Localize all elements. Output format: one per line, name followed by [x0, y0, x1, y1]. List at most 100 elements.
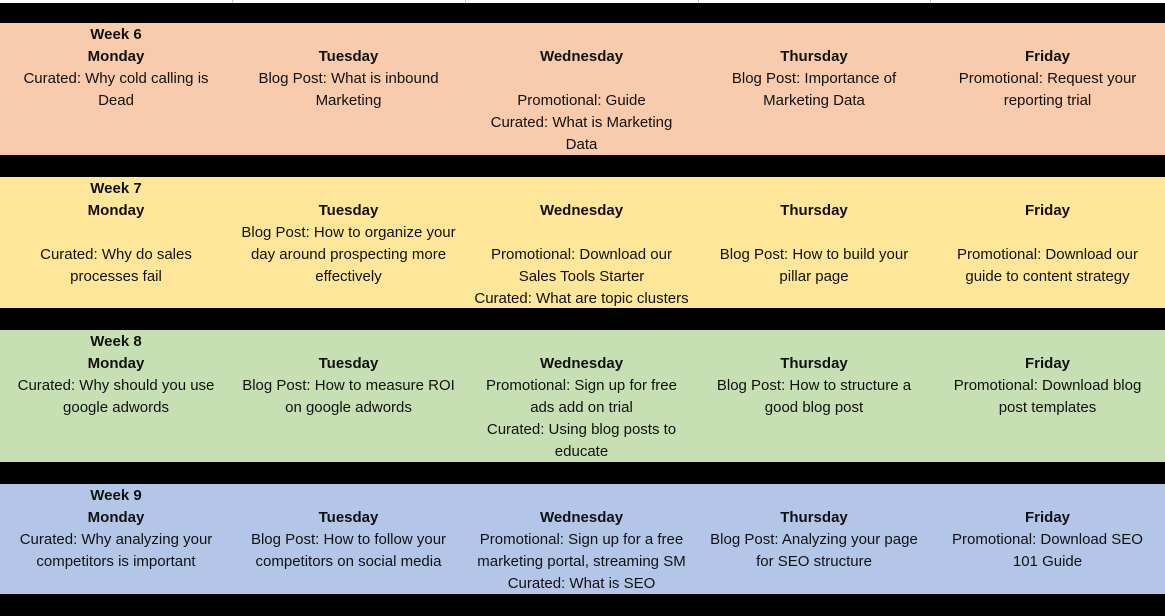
spacer: [465, 68, 698, 90]
day-header: Thursday: [780, 509, 848, 526]
week-label: [698, 24, 930, 46]
day-cell-monday[interactable]: Week 6 Monday Curated: Why cold calling is…: [0, 24, 232, 112]
day-cell-tuesday[interactable]: Tuesday Blog Post: What is inbound Marketi…: [232, 24, 465, 112]
week-label: [232, 178, 465, 200]
day-cell-tuesday[interactable]: Tuesday Blog Post: How to measure ROI on g…: [232, 331, 465, 419]
day-header: Wednesday: [539, 202, 624, 219]
day-header: Thursday: [780, 355, 848, 372]
content-line: educate: [554, 443, 609, 460]
day-header: Tuesday: [318, 509, 379, 526]
day-cell-friday[interactable]: Friday Promotional: Download our guide to…: [930, 178, 1165, 288]
content-line: Curated: Why should you use: [17, 377, 215, 394]
day-header: Friday: [1024, 202, 1070, 219]
day-cell-monday[interactable]: Week 9 Monday Curated: Why analyzing your c…: [0, 485, 232, 573]
day-cell-wednesday[interactable]: Wednesday Promotional: Download our Sales…: [465, 178, 698, 310]
content-line: ads add on trial: [530, 399, 633, 416]
content-line: Curated: What are topic clusters: [474, 290, 689, 307]
week-label: [465, 485, 698, 507]
week-label: [465, 178, 698, 200]
day-cell-monday[interactable]: Week 7 Monday Curated: Why do sales proces…: [0, 178, 232, 288]
content-line: on google adwords: [285, 399, 412, 416]
day-header: Friday: [1024, 509, 1070, 526]
spacer: [930, 222, 1165, 244]
week-label: Week 8: [90, 333, 142, 350]
content-line: reporting trial: [1003, 92, 1092, 109]
week-block: Week 7 Monday Curated: Why do sales proces…: [0, 177, 1165, 308]
day-header: Wednesday: [539, 48, 624, 65]
content-line: Blog Post: What is inbound: [258, 70, 439, 87]
content-line: Promotional: Download our: [957, 246, 1138, 263]
day-header: Wednesday: [539, 355, 624, 372]
day-cell-thursday[interactable]: Thursday Blog Post: Analyzing your page fo…: [698, 485, 930, 573]
content-line: Promotional: Sign up for a free: [479, 531, 684, 548]
content-line: pillar page: [779, 268, 849, 285]
content-line: competitors on social media: [255, 553, 442, 570]
content-line: 101 Guide: [1012, 553, 1083, 570]
content-line: Promotional: Guide: [517, 92, 646, 109]
day-header: Monday: [87, 509, 145, 526]
content-line: Data: [565, 136, 598, 153]
day-header: Tuesday: [318, 202, 379, 219]
week-label: [930, 24, 1165, 46]
week-label: [465, 24, 698, 46]
day-header: Monday: [87, 48, 145, 65]
week-label: [698, 485, 930, 507]
content-line: day around prospecting more: [250, 246, 447, 263]
content-line: Promotional: Download our: [491, 246, 672, 263]
day-cell-tuesday[interactable]: Tuesday Blog Post: How to follow your comp…: [232, 485, 465, 573]
content-line: Marketing Data: [763, 92, 865, 109]
content-line: competitors is important: [36, 553, 196, 570]
content-line: marketing portal, streaming SM: [477, 553, 686, 570]
week-block: Week 9 Monday Curated: Why analyzing your c…: [0, 484, 1165, 594]
day-header: Thursday: [780, 202, 848, 219]
content-line: Curated: Using blog posts to: [486, 421, 677, 438]
week-label: [232, 485, 465, 507]
content-line: Promotional: Request your: [958, 70, 1137, 87]
day-header: Monday: [87, 355, 145, 372]
week-label: [232, 24, 465, 46]
day-cell-thursday[interactable]: Thursday Blog Post: How to build your pil…: [698, 178, 930, 288]
day-cell-wednesday[interactable]: Wednesday Promotional: Sign up for free ad…: [465, 331, 698, 463]
content-line: Blog Post: Analyzing your page: [710, 531, 918, 548]
content-line: guide to content strategy: [965, 268, 1130, 285]
day-cell-friday[interactable]: Friday Promotional: Download SEO 101 Guide: [930, 485, 1165, 573]
content-line: Curated: Why analyzing your: [19, 531, 213, 548]
content-line: Promotional: Download blog: [953, 377, 1142, 394]
day-header: Tuesday: [318, 48, 379, 65]
day-cell-wednesday[interactable]: Wednesday Promotional: Sign up for a free…: [465, 485, 698, 595]
content-line: Blog Post: How to measure ROI: [242, 377, 455, 394]
week-label: [698, 178, 930, 200]
week-label: [930, 178, 1165, 200]
content-line: Curated: Why cold calling is: [23, 70, 209, 87]
content-line: Blog Post: How to organize your: [241, 224, 456, 241]
content-line: Blog Post: How to structure a: [716, 377, 912, 394]
content-line: effectively: [315, 268, 382, 285]
content-line: Blog Post: Importance of: [731, 70, 897, 87]
day-cell-monday[interactable]: Week 8 Monday Curated: Why should you use g…: [0, 331, 232, 419]
day-cell-tuesday[interactable]: Tuesday Blog Post: How to organize your da…: [232, 178, 465, 288]
content-line: Promotional: Download SEO: [952, 531, 1143, 548]
content-line: Promotional: Sign up for free: [486, 377, 677, 394]
spacer: [698, 222, 930, 244]
week-label: [465, 331, 698, 353]
day-cell-friday[interactable]: Friday Promotional: Request your reporting…: [930, 24, 1165, 112]
day-header: Tuesday: [318, 355, 379, 372]
content-line: Marketing: [315, 92, 382, 109]
day-header: Friday: [1024, 355, 1070, 372]
day-cell-friday[interactable]: Friday Promotional: Download blog post tem…: [930, 331, 1165, 419]
content-line: processes fail: [70, 268, 162, 285]
column-header-strip: [0, 0, 1165, 3]
content-line: Blog Post: How to follow your: [250, 531, 447, 548]
day-cell-thursday[interactable]: Thursday Blog Post: How to structure a goo…: [698, 331, 930, 419]
day-cell-thursday[interactable]: Thursday Blog Post: Importance of Marketin…: [698, 24, 930, 112]
week-label: Week 7: [90, 180, 142, 197]
content-line: Blog Post: How to build your: [719, 246, 909, 263]
content-line: for SEO structure: [756, 553, 872, 570]
content-line: post templates: [998, 399, 1097, 416]
day-cell-wednesday[interactable]: Wednesday Promotional: Guide Curated: Wha…: [465, 24, 698, 156]
week-label: [930, 485, 1165, 507]
content-line: Sales Tools Starter: [518, 268, 645, 285]
day-header: Thursday: [780, 48, 848, 65]
spacer: [0, 222, 232, 244]
week-label: [232, 331, 465, 353]
